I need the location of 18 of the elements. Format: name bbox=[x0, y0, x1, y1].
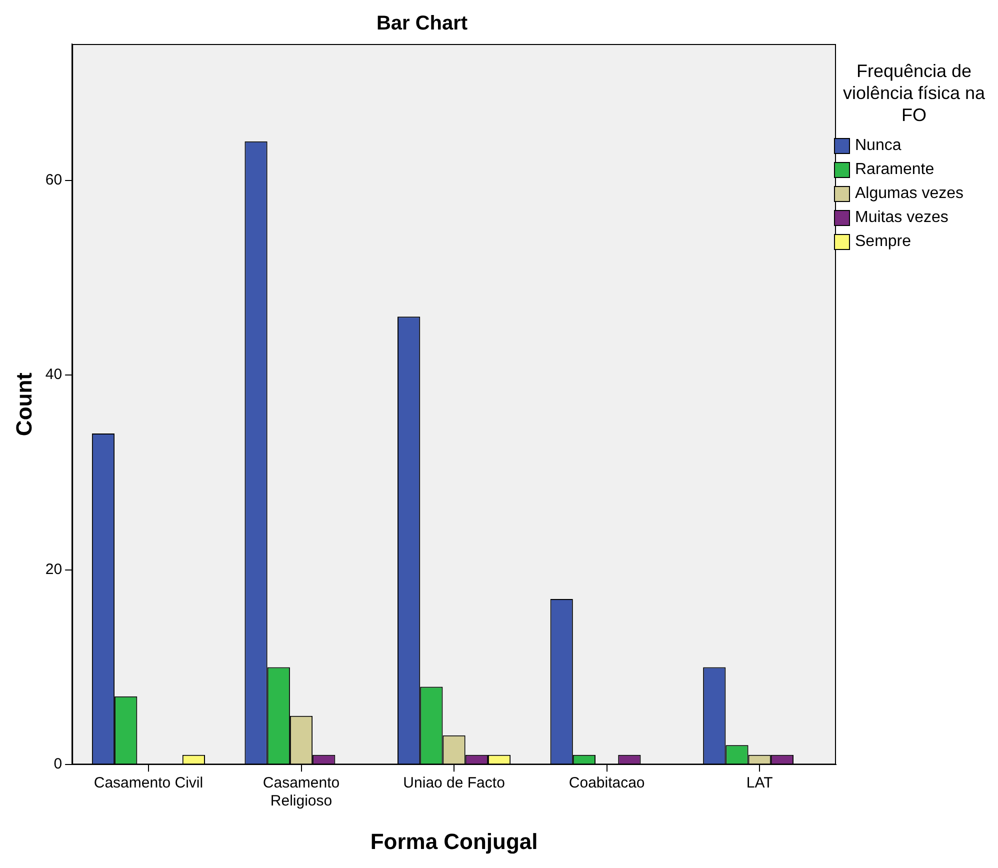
chart-title: Bar Chart bbox=[376, 12, 468, 35]
y-tick-label: 0 bbox=[54, 756, 62, 773]
y-tick-label: 20 bbox=[45, 560, 62, 578]
x-tick-label: Casamento Religioso bbox=[262, 774, 340, 810]
x-tick-label: Casamento Civil bbox=[94, 774, 204, 792]
legend-label: Sempre bbox=[855, 233, 912, 251]
legend-label: Muitas vezes bbox=[855, 209, 948, 227]
legend-label: Nunca bbox=[855, 137, 902, 155]
y-tick-label: 60 bbox=[45, 171, 62, 188]
y-axis-title: Count bbox=[11, 372, 36, 436]
x-tick-label: Coabitacao bbox=[568, 774, 645, 792]
x-tick-label: LAT bbox=[746, 774, 773, 792]
x-axis-title: Forma Conjugal bbox=[370, 828, 538, 854]
legend-label: Algumas vezes bbox=[855, 185, 964, 203]
legend-label: Raramente bbox=[855, 161, 934, 179]
legend-title: Frequência de violência física na FO bbox=[842, 60, 986, 126]
y-tick-label: 40 bbox=[45, 366, 62, 384]
x-tick-label: Uniao de Facto bbox=[403, 774, 505, 792]
